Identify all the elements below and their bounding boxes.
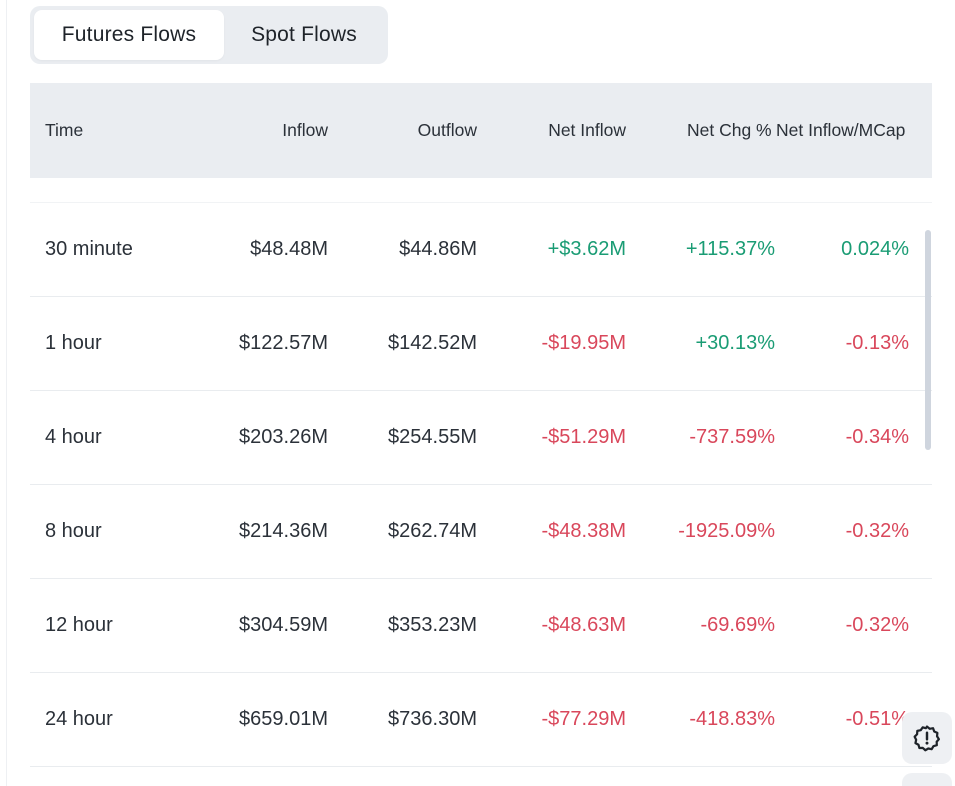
- table-row[interactable]: 4 hour $203.26M $254.55M -$51.29M -737.59% -0…: [30, 391, 932, 485]
- cell-time: 30 minute: [45, 238, 133, 260]
- header-net-inflow-mcap[interactable]: Net Inflow/MCap: [776, 120, 906, 140]
- cell-inflow: $122.57M: [239, 332, 328, 354]
- cell-time: 1 hour: [45, 332, 102, 354]
- tab-futures-flows[interactable]: Futures Flows: [34, 10, 224, 60]
- cell-net-inflow-mcap: 0.024%: [841, 238, 909, 260]
- flows-table: Time Inflow Outflow Net Inflow Net Chg %…: [30, 83, 932, 767]
- table-row[interactable]: 12 hour $304.59M $353.23M -$48.63M -69.69% -0…: [30, 579, 932, 673]
- cell-net-inflow: -$19.95M: [541, 332, 627, 354]
- header-outflow[interactable]: Outflow: [417, 120, 477, 140]
- cell-net-inflow: -$48.63M: [541, 614, 627, 636]
- cell-net-inflow: -$48.38M: [541, 520, 627, 542]
- cell-net-chg: -69.69%: [700, 614, 776, 636]
- cell-outflow: $142.52M: [388, 332, 477, 354]
- table-row[interactable]: 30 minute $48.48M $44.86M +$3.62M +115.37% 0.…: [30, 203, 932, 297]
- table-row[interactable]: 1 hour $122.57M $142.52M -$19.95M +30.13% -0.…: [30, 297, 932, 391]
- cell-net-chg: -1925.09%: [678, 520, 775, 542]
- cell-net-chg: -737.59%: [689, 426, 775, 448]
- cell-outflow: $44.86M: [399, 238, 477, 260]
- table-header: Time Inflow Outflow Net Inflow Net Chg %…: [30, 83, 932, 178]
- cell-time: 12 hour: [45, 614, 113, 636]
- cell-net-inflow-mcap: -0.51%: [845, 708, 909, 730]
- cell-net-chg: +115.37%: [685, 238, 775, 260]
- cell-net-inflow-mcap: -0.13%: [845, 332, 909, 354]
- cell-inflow: $48.48M: [250, 238, 328, 260]
- cell-time: 24 hour: [45, 708, 113, 730]
- cell-outflow: $254.55M: [388, 426, 477, 448]
- cell-outflow: $262.74M: [388, 520, 477, 542]
- cell-net-inflow: -$51.29M: [541, 426, 627, 448]
- scrollbar[interactable]: [925, 230, 931, 450]
- cell-net-inflow-mcap: -0.32%: [845, 520, 909, 542]
- cell-inflow: $304.59M: [239, 614, 328, 636]
- cell-outflow: $353.23M: [388, 614, 477, 636]
- cell-net-inflow-mcap: -0.32%: [845, 614, 909, 636]
- cell-time: 8 hour: [45, 520, 102, 542]
- flow-type-tabs: Futures Flows Spot Flows: [30, 6, 388, 64]
- cell-inflow: $214.36M: [239, 520, 328, 542]
- cell-time: 4 hour: [45, 426, 102, 448]
- divider: [30, 178, 932, 203]
- header-inflow[interactable]: Inflow: [282, 120, 328, 140]
- tab-spot-flows[interactable]: Spot Flows: [251, 23, 357, 46]
- header-time[interactable]: Time: [45, 120, 84, 140]
- cell-outflow: $736.30M: [388, 708, 477, 730]
- feedback-button[interactable]: [902, 712, 952, 764]
- table-row[interactable]: 24 hour $659.01M $736.30M -$77.29M -418.83% -…: [30, 673, 932, 767]
- cell-net-inflow-mcap: -0.34%: [845, 426, 909, 448]
- secondary-floating-button[interactable]: [902, 773, 952, 786]
- table-body: 30 minute $48.48M $44.86M +$3.62M +115.37% 0.…: [30, 203, 932, 767]
- table-row[interactable]: 8 hour $214.36M $262.74M -$48.38M -1925.09% -…: [30, 485, 932, 579]
- divider: [6, 0, 7, 786]
- header-net-chg[interactable]: Net Chg %: [687, 120, 772, 140]
- cell-net-inflow: +$3.62M: [547, 238, 626, 260]
- cell-net-chg: -418.83%: [689, 708, 775, 730]
- alert-badge-icon: [913, 725, 941, 752]
- cell-net-inflow: -$77.29M: [541, 708, 627, 730]
- cell-net-chg: +30.13%: [695, 332, 775, 354]
- cell-inflow: $203.26M: [239, 426, 328, 448]
- header-net-inflow[interactable]: Net Inflow: [548, 120, 626, 140]
- cell-inflow: $659.01M: [239, 708, 328, 730]
